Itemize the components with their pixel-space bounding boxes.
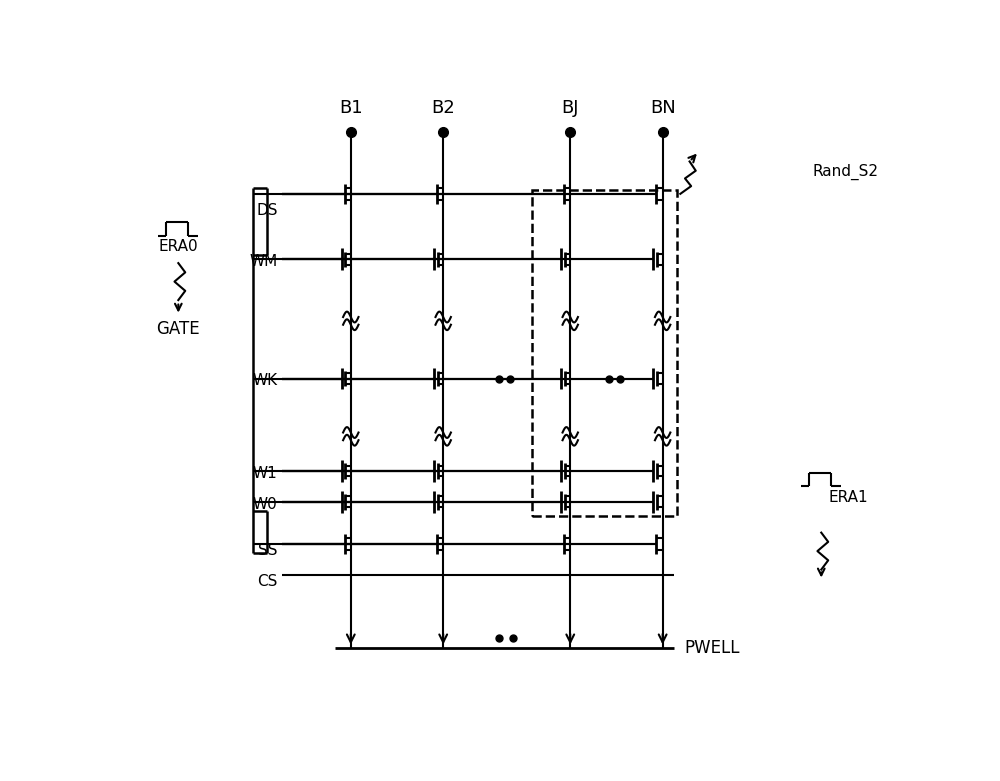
Text: CS: CS (257, 573, 278, 589)
Text: ERA0: ERA0 (159, 240, 198, 255)
Text: WM: WM (249, 254, 278, 269)
Text: DS: DS (256, 203, 278, 218)
Bar (532, 190, 677, 515)
Text: W0: W0 (253, 497, 278, 512)
Text: Rand_S2: Rand_S2 (813, 164, 879, 180)
Text: W1: W1 (253, 465, 278, 481)
Text: GATE: GATE (157, 319, 200, 337)
Text: BJ: BJ (562, 98, 579, 116)
Text: WK: WK (253, 373, 278, 388)
Text: B2: B2 (431, 98, 455, 116)
Text: PWELL: PWELL (684, 639, 740, 657)
Text: BN: BN (650, 98, 676, 116)
Text: SS: SS (258, 543, 278, 558)
Text: B1: B1 (339, 98, 363, 116)
Text: ERA1: ERA1 (828, 490, 868, 505)
